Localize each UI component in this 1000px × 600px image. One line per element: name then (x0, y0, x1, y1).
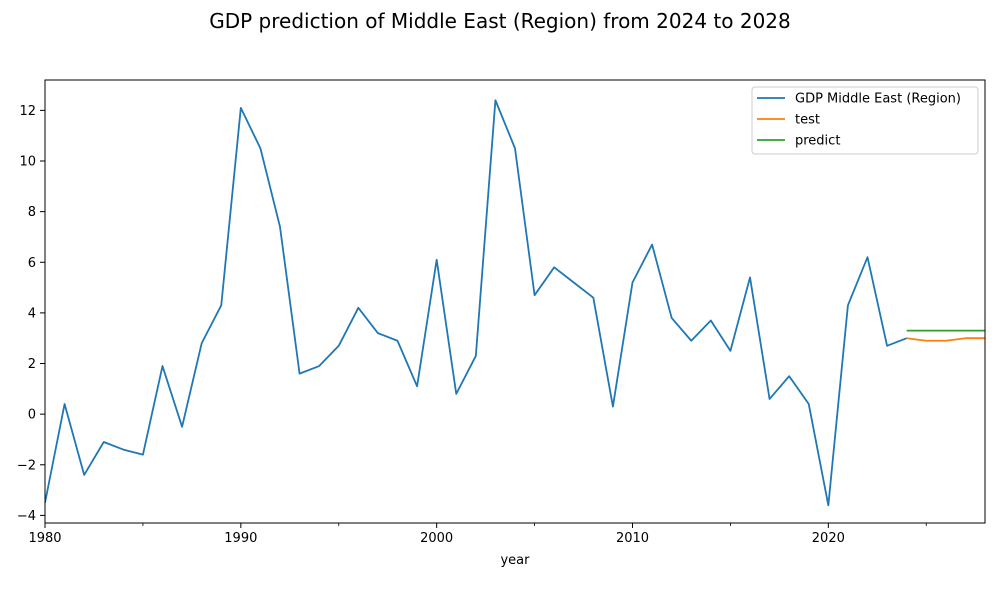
chart-title: GDP prediction of Middle East (Region) f… (209, 9, 791, 33)
y-tick-label: 8 (28, 205, 36, 220)
y-tick-label: 0 (28, 408, 36, 423)
x-tick-label: 2020 (812, 531, 845, 546)
x-axis-label: year (500, 553, 530, 568)
x-tick-label: 1980 (28, 531, 61, 546)
x-tick-label: 2010 (616, 531, 649, 546)
plot-lines (45, 99, 985, 507)
y-tick-label: 12 (19, 104, 36, 119)
x-tick-label: 1990 (224, 531, 257, 546)
axes: 1980 1990 2000 2010 2020 −4 −2 0 2 4 6 8 10 12 (17, 79, 986, 546)
legend-box (751, 86, 979, 155)
y-tick-label: 2 (28, 357, 36, 372)
legend-label-2: predict (795, 134, 840, 149)
y-tick-label: 6 (28, 256, 36, 271)
x-tick-label: 2000 (420, 531, 453, 546)
legend-label-1: test (795, 113, 820, 128)
legend: GDP Middle East (Region) test predict (751, 86, 979, 155)
legend-label-0: GDP Middle East (Region) (795, 92, 961, 107)
y-tick-label: −2 (17, 458, 36, 473)
plot-frame (44, 79, 986, 524)
y-tick-label: −4 (17, 509, 36, 524)
y-tick-label: 10 (19, 155, 36, 170)
series-line-1 (906, 337, 985, 342)
series-line-0 (45, 99, 907, 507)
y-tick-label: 4 (28, 306, 36, 321)
